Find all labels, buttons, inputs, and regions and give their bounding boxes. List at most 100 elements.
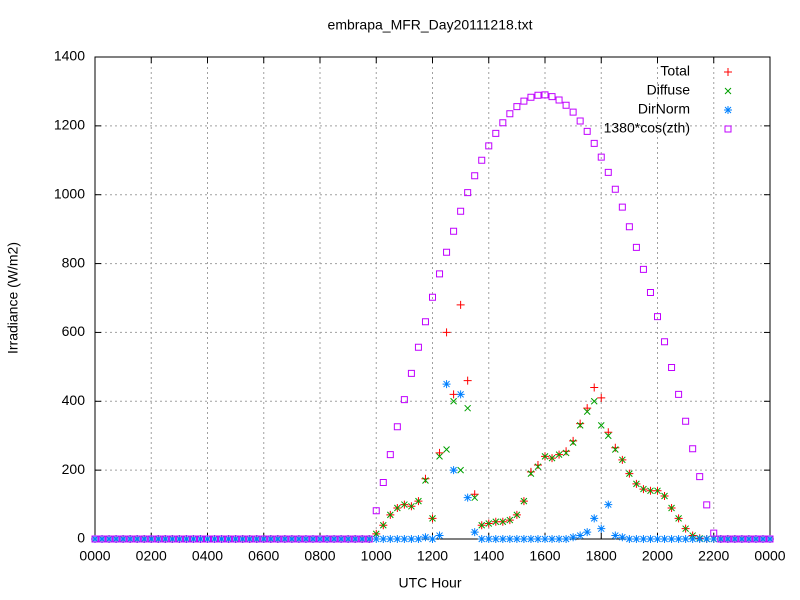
point bbox=[675, 390, 683, 398]
point bbox=[498, 535, 507, 543]
point bbox=[379, 535, 388, 543]
point bbox=[287, 535, 296, 543]
legend-marker bbox=[724, 106, 732, 114]
point bbox=[344, 535, 352, 543]
point bbox=[689, 445, 697, 453]
point bbox=[456, 390, 465, 399]
point bbox=[604, 432, 612, 440]
point bbox=[611, 185, 619, 193]
point bbox=[716, 535, 725, 543]
point bbox=[288, 535, 296, 543]
y-tick-label: 600 bbox=[62, 323, 86, 339]
point bbox=[112, 535, 121, 543]
point bbox=[119, 535, 127, 543]
point bbox=[660, 535, 669, 543]
point bbox=[196, 535, 205, 543]
point bbox=[661, 338, 669, 346]
point bbox=[217, 535, 226, 543]
x-tick-label: 2200 bbox=[698, 548, 729, 564]
point bbox=[526, 467, 535, 476]
point bbox=[308, 535, 317, 543]
point bbox=[161, 535, 170, 543]
point bbox=[597, 153, 605, 161]
point bbox=[590, 397, 598, 405]
legend-label: DirNorm bbox=[638, 101, 690, 117]
point bbox=[421, 533, 430, 542]
point bbox=[351, 535, 359, 543]
x-tick-label: 0200 bbox=[136, 548, 167, 564]
point bbox=[281, 535, 289, 543]
y-tick-label: 1200 bbox=[54, 117, 85, 133]
point bbox=[415, 497, 422, 505]
point bbox=[168, 535, 176, 543]
point bbox=[576, 531, 585, 540]
point bbox=[218, 535, 226, 543]
x-tick-label: 0800 bbox=[304, 548, 335, 564]
point bbox=[365, 535, 374, 543]
point bbox=[450, 227, 458, 235]
point bbox=[400, 396, 408, 404]
point bbox=[555, 96, 563, 104]
point bbox=[576, 419, 585, 428]
point bbox=[520, 97, 528, 105]
point bbox=[646, 535, 655, 543]
point bbox=[477, 535, 486, 543]
x-tick-label: 1200 bbox=[417, 548, 448, 564]
point bbox=[541, 453, 549, 460]
point bbox=[569, 108, 577, 116]
point bbox=[372, 530, 380, 538]
point bbox=[351, 535, 360, 543]
point bbox=[203, 535, 212, 543]
point bbox=[337, 535, 346, 543]
point bbox=[604, 500, 613, 509]
point bbox=[492, 129, 500, 137]
point bbox=[442, 380, 451, 389]
point bbox=[386, 511, 394, 519]
point bbox=[647, 487, 654, 495]
point bbox=[463, 376, 472, 385]
point bbox=[562, 101, 570, 109]
point bbox=[231, 535, 240, 543]
point bbox=[590, 514, 599, 523]
point bbox=[316, 535, 324, 543]
point bbox=[618, 203, 626, 211]
point bbox=[485, 520, 493, 527]
point bbox=[470, 490, 479, 499]
point bbox=[253, 535, 261, 543]
x-tick-label: 0400 bbox=[192, 548, 223, 564]
point bbox=[280, 535, 289, 543]
point bbox=[266, 535, 275, 543]
point bbox=[337, 535, 345, 543]
point bbox=[702, 535, 711, 543]
point bbox=[513, 511, 521, 519]
point bbox=[709, 535, 718, 543]
point bbox=[682, 525, 689, 533]
point bbox=[731, 535, 739, 543]
point bbox=[379, 479, 387, 487]
point bbox=[330, 535, 339, 543]
point bbox=[626, 470, 633, 477]
point bbox=[133, 535, 141, 543]
point bbox=[232, 535, 240, 543]
point bbox=[569, 436, 578, 445]
point bbox=[484, 535, 493, 543]
point bbox=[168, 535, 177, 543]
point bbox=[745, 535, 753, 543]
point bbox=[126, 535, 134, 543]
point bbox=[491, 535, 500, 543]
point bbox=[618, 533, 627, 542]
point bbox=[161, 535, 169, 543]
point bbox=[401, 501, 408, 508]
point bbox=[204, 535, 211, 543]
point bbox=[583, 408, 591, 415]
point bbox=[436, 453, 443, 460]
point bbox=[478, 521, 486, 529]
point bbox=[407, 535, 416, 543]
point bbox=[766, 535, 774, 543]
point bbox=[590, 383, 599, 392]
point bbox=[703, 501, 711, 509]
point bbox=[372, 535, 381, 543]
point bbox=[654, 313, 661, 321]
point bbox=[611, 446, 619, 453]
point bbox=[646, 288, 654, 296]
